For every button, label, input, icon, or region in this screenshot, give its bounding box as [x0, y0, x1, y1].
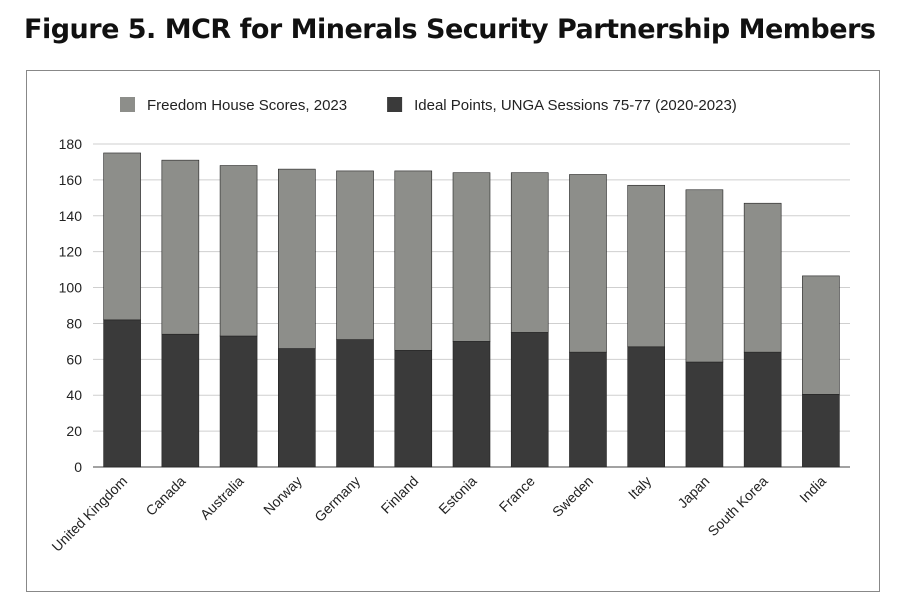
y-tick-label: 40 [66, 387, 82, 403]
y-tick-label: 140 [59, 208, 83, 224]
bar-segment [394, 350, 433, 468]
bar-segment [103, 319, 141, 468]
bar-segment [743, 351, 782, 468]
bar-segment [219, 165, 258, 337]
bar-segment [510, 172, 549, 333]
bar-segment [510, 332, 549, 468]
bar-segment [802, 275, 840, 395]
bar-segment [743, 202, 782, 353]
chart-frame [26, 70, 880, 592]
y-tick-label: 80 [66, 315, 82, 331]
x-tick-label: Italy [625, 473, 654, 502]
bar-segment [802, 394, 840, 468]
y-tick-label: 100 [59, 280, 83, 296]
x-tick-label: Germany [311, 473, 363, 525]
x-tick-label: Finland [378, 473, 422, 517]
bar-segment [569, 351, 607, 468]
y-tick-label: 20 [66, 423, 82, 439]
x-tick-label: South Korea [704, 473, 771, 540]
legend-swatch [387, 97, 403, 112]
bar-segment [452, 172, 491, 342]
y-tick-label: 60 [66, 351, 82, 367]
y-tick-label: 0 [74, 459, 82, 475]
bar-segment [569, 174, 607, 353]
bar-segment [161, 159, 200, 335]
x-tick-label: Norway [260, 473, 305, 518]
x-tick-label: Estonia [435, 473, 479, 517]
bar-segment [685, 189, 724, 363]
x-tick-label: Australia [197, 473, 247, 523]
x-tick-label: Canada [142, 473, 188, 519]
bar-segment [627, 184, 665, 348]
legend-label: Ideal Points, UNGA Sessions 75-77 (2020-… [414, 97, 737, 114]
legend-label: Freedom House Scores, 2023 [147, 97, 347, 114]
y-tick-label: 180 [59, 136, 83, 152]
bar-segment [161, 333, 200, 468]
y-tick-label: 120 [59, 244, 83, 260]
bar-segment [336, 339, 374, 468]
bar-segment [627, 346, 665, 468]
legend-swatch [120, 97, 135, 112]
figure-title: Figure 5. MCR for Minerals Security Part… [24, 14, 876, 45]
bar-segment [219, 335, 258, 468]
bar-segment [452, 341, 491, 468]
x-tick-label: India [796, 473, 829, 506]
bar-segment [336, 170, 374, 340]
x-tick-label: France [496, 473, 538, 515]
bar-segment [685, 361, 724, 468]
bar-segment [394, 170, 433, 351]
bar-segment [278, 168, 316, 349]
x-tick-label: Japan [674, 473, 712, 511]
x-tick-label: Sweden [549, 473, 596, 520]
x-tick-label: United Kingdom [48, 473, 130, 555]
bar-segment [103, 152, 141, 321]
y-tick-label: 160 [59, 172, 83, 188]
bar-segment [278, 348, 316, 468]
